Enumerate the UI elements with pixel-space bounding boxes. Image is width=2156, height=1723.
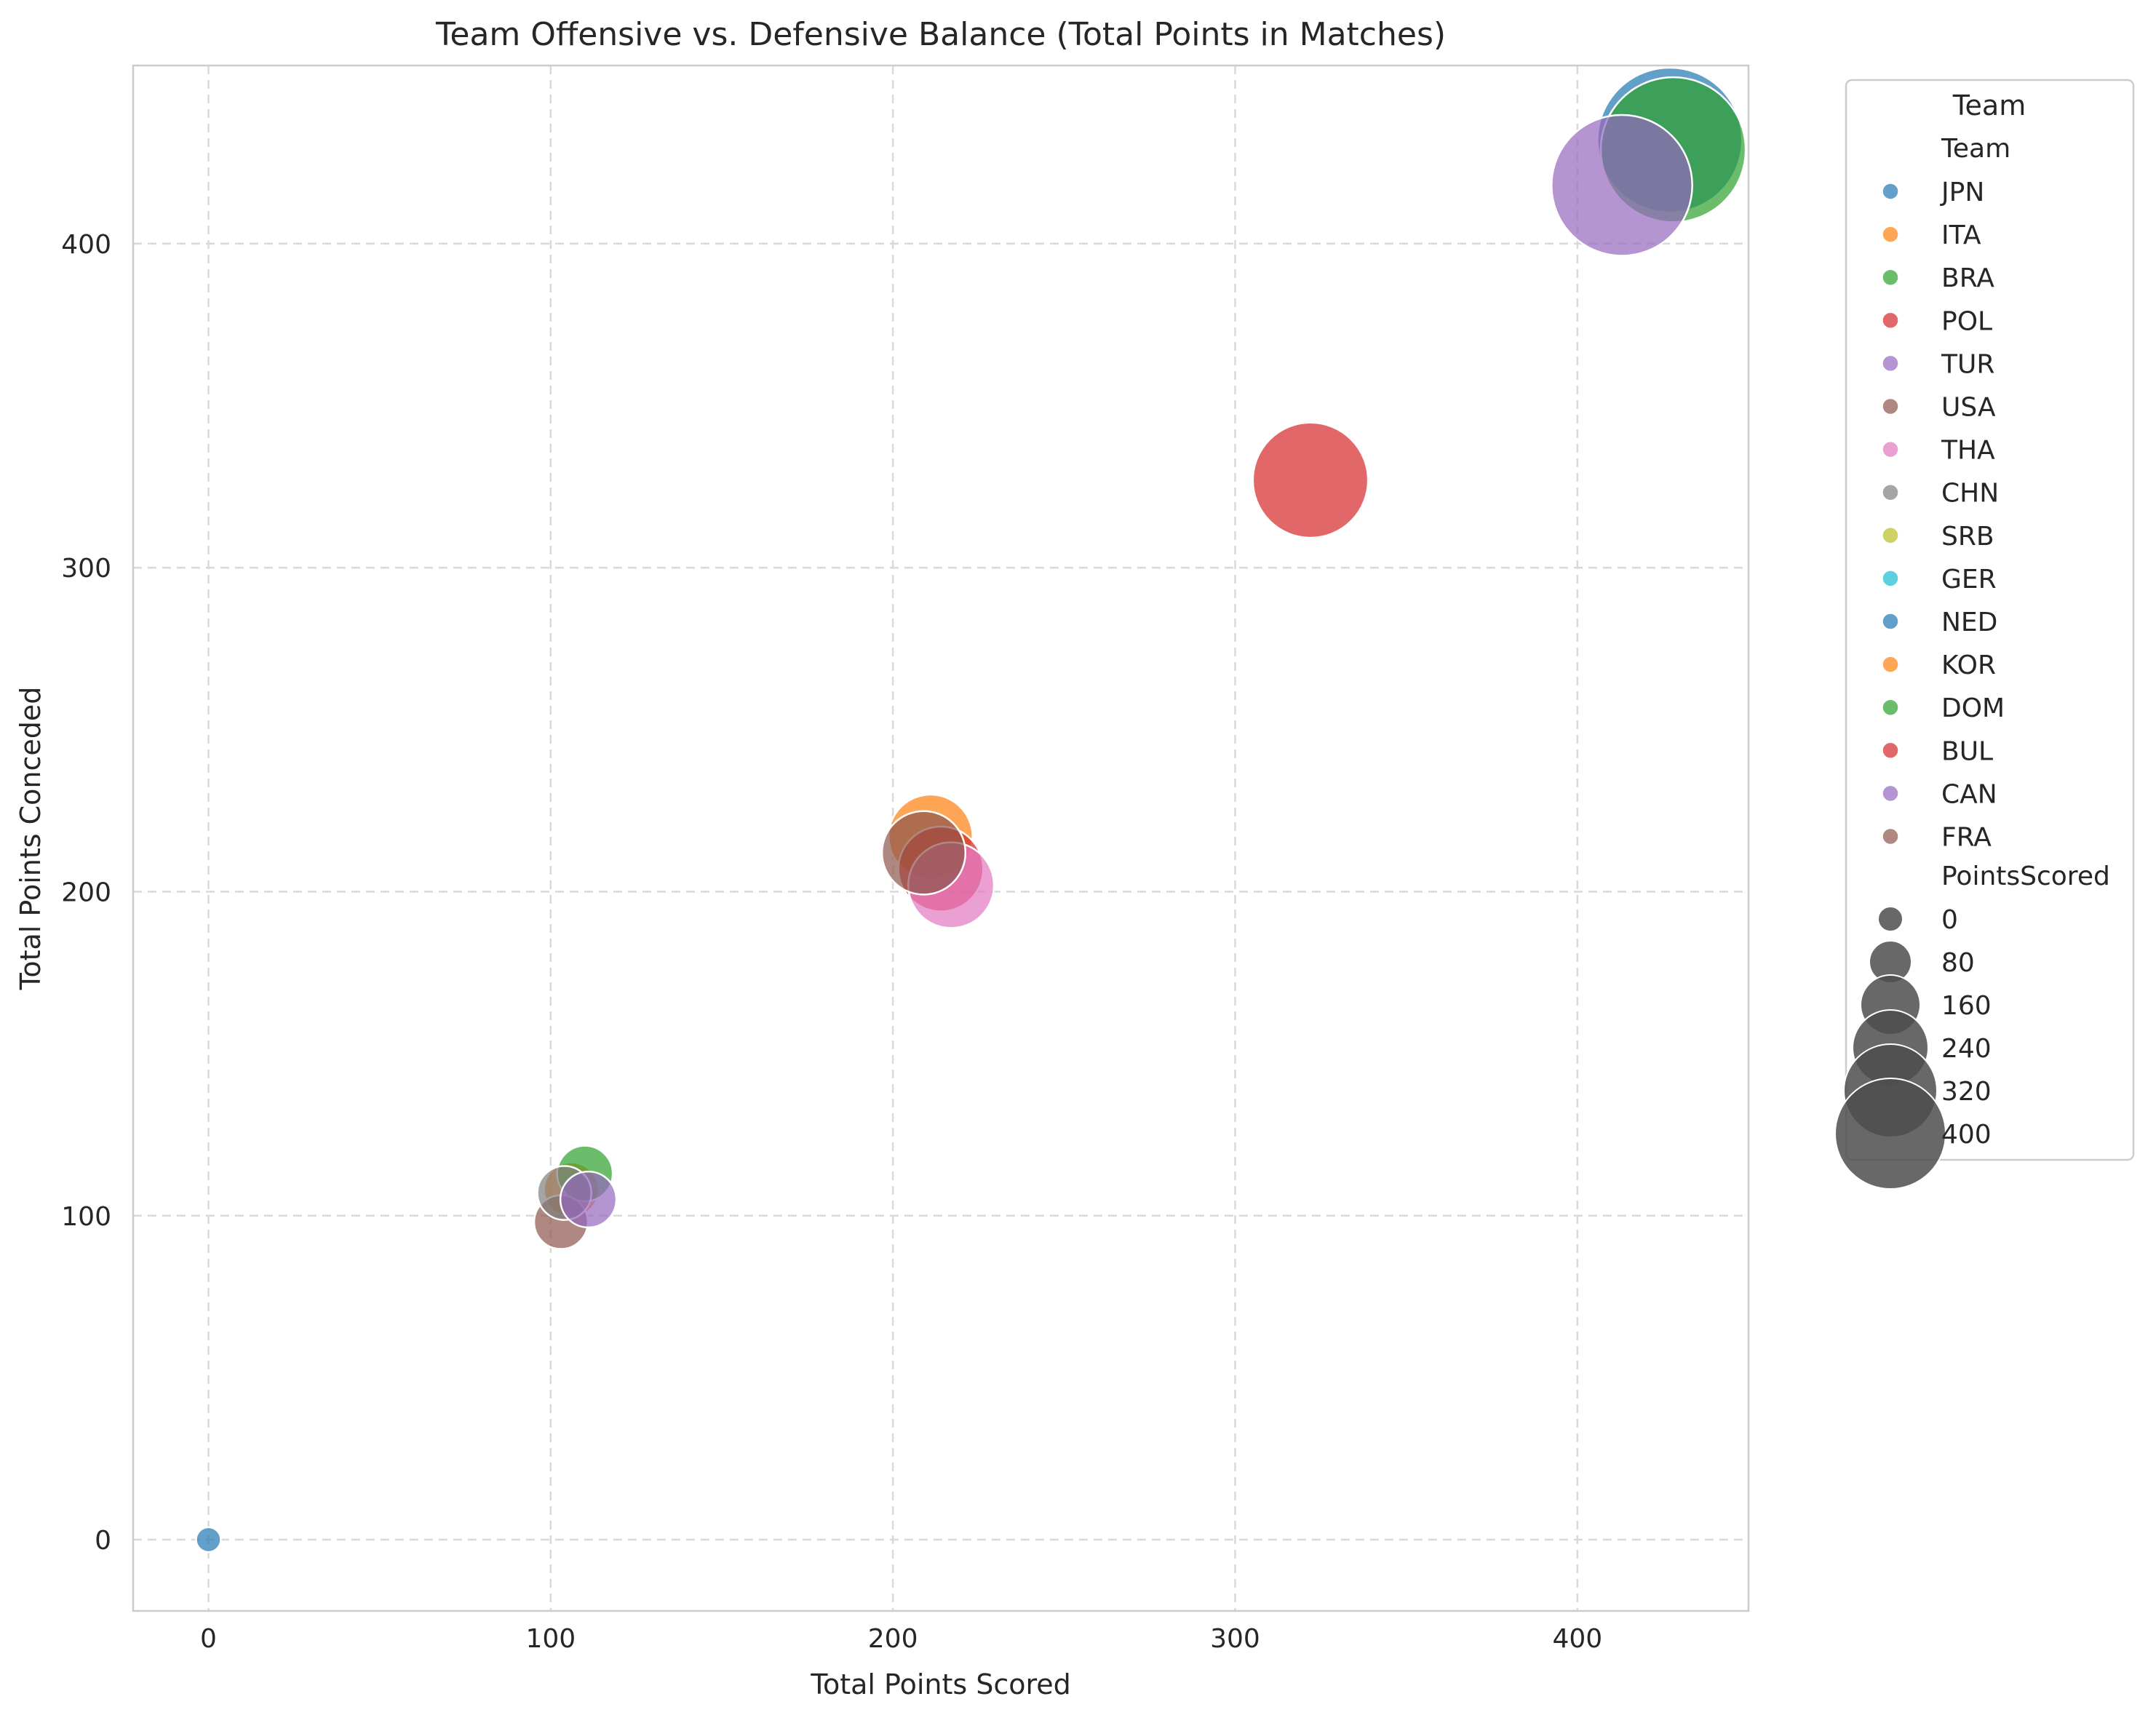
x-tick-label: 200	[868, 1624, 918, 1654]
legend-marker	[1882, 827, 1899, 845]
legend-marker	[1882, 183, 1899, 200]
legend-marker	[1882, 613, 1899, 630]
y-axis-label: Total Points Conceded	[15, 687, 47, 991]
legend-size-marker	[1834, 1078, 1946, 1190]
legend-size-heading: PointsScored	[1941, 862, 2110, 891]
legend-label: ITA	[1941, 220, 1981, 250]
legend-marker	[1882, 354, 1899, 373]
data-point	[1551, 114, 1693, 257]
data-point	[1252, 421, 1369, 539]
legend-size-label: 0	[1941, 905, 1958, 935]
legend-marker	[1882, 268, 1899, 286]
x-tick-label: 400	[1552, 1624, 1602, 1654]
data-points	[195, 66, 1747, 1553]
legend-marker	[1882, 440, 1899, 458]
legend-label: NED	[1941, 608, 1997, 637]
legend-label: CAN	[1941, 779, 1997, 809]
legend-size-label: 160	[1941, 991, 1992, 1021]
y-tick-label: 300	[61, 554, 111, 584]
gridlines	[133, 65, 1749, 1611]
legend-label: CHN	[1941, 479, 1999, 509]
legend-marker	[1882, 784, 1899, 803]
data-point	[559, 1170, 618, 1229]
legend-size-label: 80	[1941, 948, 1975, 978]
legend-title: Team	[1952, 89, 2026, 122]
x-tick-label: 0	[200, 1624, 217, 1654]
legend-label: BUL	[1941, 736, 1993, 766]
legend-label: DOM	[1941, 693, 2005, 723]
x-axis-label: Total Points Scored	[810, 1668, 1071, 1700]
legend-size-label: 320	[1941, 1077, 1992, 1107]
y-tick-label: 100	[61, 1202, 111, 1232]
data-point	[195, 1526, 222, 1553]
legend-marker	[1882, 527, 1899, 544]
data-point	[880, 810, 967, 896]
legend-size-entries: 0 80 160 240 320 400	[1834, 905, 1992, 1190]
legend-label: THA	[1941, 436, 1995, 466]
x-tick-label: 100	[525, 1624, 576, 1654]
axis-ticks: 0 100 200 300 400 0 100 200 300 400	[61, 230, 1602, 1654]
legend-label: GER	[1941, 565, 1997, 594]
legend-label: SRB	[1941, 522, 1994, 552]
legend-label: USA	[1941, 393, 1996, 423]
y-tick-label: 0	[95, 1526, 111, 1556]
legend-marker	[1882, 656, 1899, 673]
legend-label: FRA	[1941, 823, 1992, 853]
legend-marker	[1882, 226, 1899, 243]
legend-label: BRA	[1941, 263, 1994, 293]
legend-size-label: 240	[1941, 1034, 1992, 1064]
legend-marker	[1882, 741, 1899, 760]
legend: Team Team JPN ITA BRA POL TUR USA THA CHN SRB GER…	[1834, 79, 2135, 1190]
plot-area	[132, 64, 1750, 1612]
legend-size-marker	[1877, 906, 1904, 932]
legend-size-label: 400	[1941, 1120, 1992, 1150]
legend-label: JPN	[1940, 178, 1984, 207]
legend-frame	[1845, 79, 2135, 1161]
legend-marker	[1882, 483, 1899, 501]
legend-marker	[1882, 311, 1899, 330]
y-tick-label: 400	[61, 230, 111, 260]
x-tick-label: 300	[1210, 1624, 1260, 1654]
legend-label: POL	[1941, 306, 1992, 336]
legend-hue-heading: Team	[1941, 134, 2010, 164]
legend-label: TUR	[1941, 349, 1994, 379]
legend-marker	[1882, 397, 1899, 415]
legend-hue-entries: JPN ITA BRA POL TUR USA THA CHN SRB GER NED KOR DOM B…	[1882, 178, 2005, 853]
chart-title: Team Offensive vs. Defensive Balance (To…	[435, 16, 1446, 53]
legend-marker	[1882, 570, 1899, 587]
legend-marker	[1882, 699, 1899, 716]
legend-label: KOR	[1941, 650, 1996, 680]
y-tick-label: 200	[61, 878, 111, 907]
